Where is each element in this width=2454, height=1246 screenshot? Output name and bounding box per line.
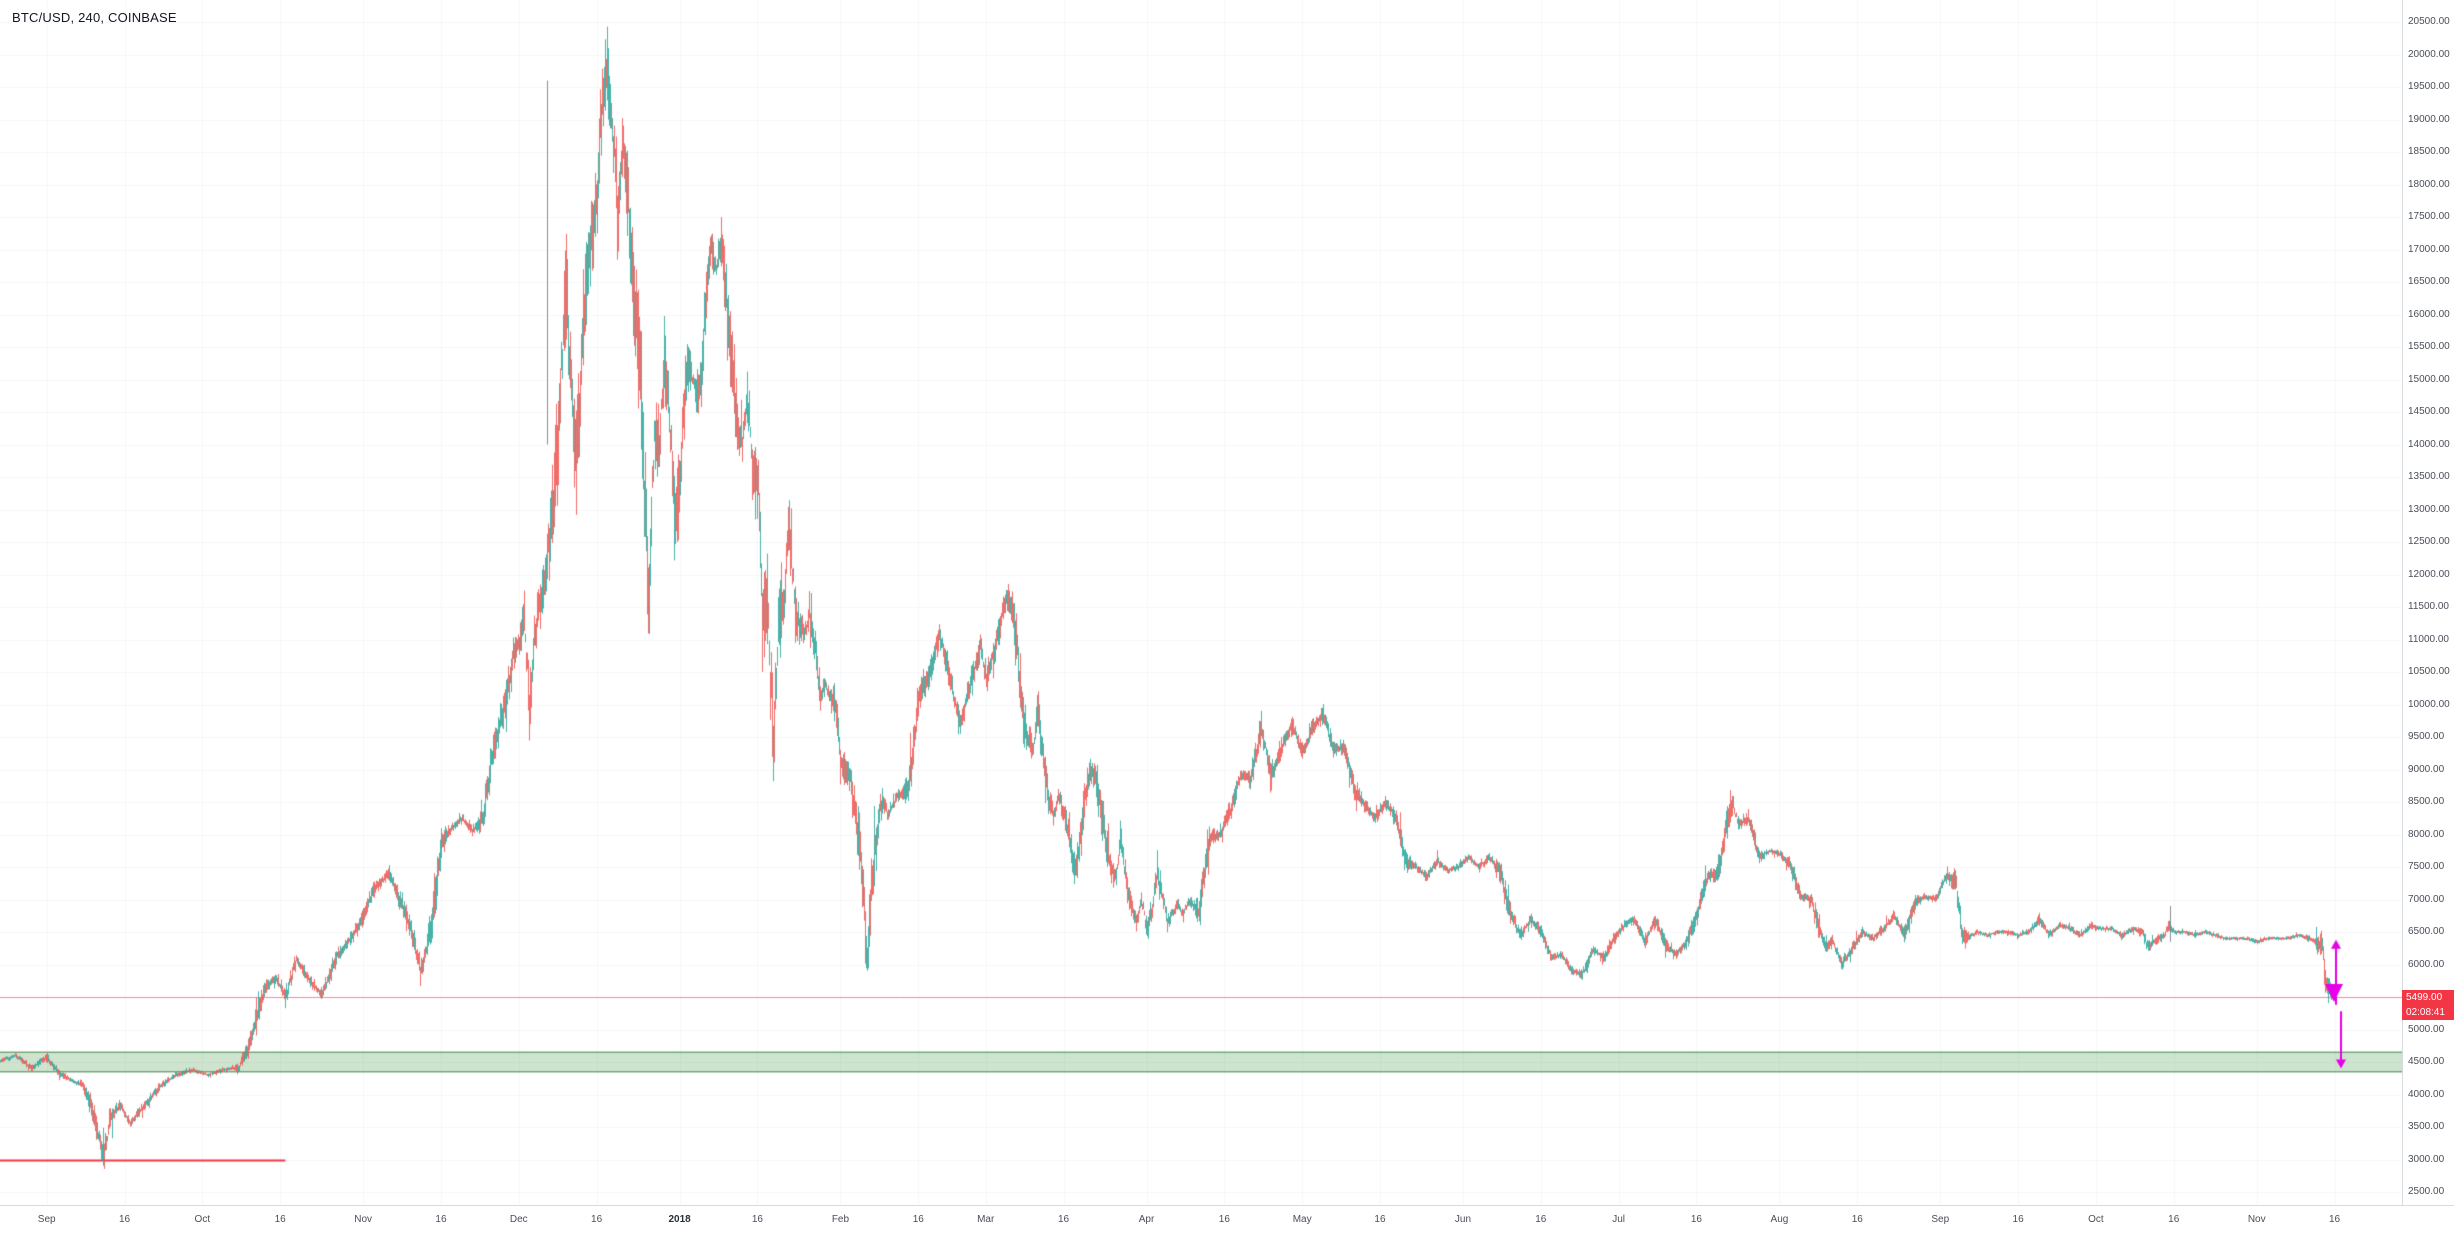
time-axis[interactable]: Sep 16 Oct 16 Nov 16 Dec 16 2018 16 Feb 16 Mar 16 Apr 1… <box>0 1205 2454 1246</box>
price-axis-label: 12500.00 <box>2408 536 2450 548</box>
time-axis-label: 2018 <box>668 1214 691 1225</box>
time-axis-label: Sep <box>1931 1214 1950 1225</box>
time-axis-label: 16 <box>1374 1214 1386 1225</box>
price-axis-label: 6000.00 <box>2408 958 2445 970</box>
time-axis-label: 16 <box>2328 1214 2341 1225</box>
time-axis-label: 16 <box>751 1214 763 1225</box>
time-axis-label: Feb <box>831 1214 850 1225</box>
price-axis-label: 7500.00 <box>2408 861 2445 873</box>
price-axis-label: 20500.00 <box>2408 16 2450 28</box>
time-axis-label: 16 <box>912 1214 924 1225</box>
time-axis-label: 16 <box>1690 1214 1702 1225</box>
time-axis-label: May <box>1292 1214 1312 1225</box>
candlestick-chart-canvas[interactable] <box>0 0 2402 1205</box>
price-axis-label: 4500.00 <box>2408 1056 2445 1067</box>
time-axis-label: 16 <box>1851 1214 1863 1225</box>
price-axis-label: 4000.00 <box>2408 1088 2445 1100</box>
price-axis-label: 13000.00 <box>2408 503 2450 515</box>
price-axis-label: 3000.00 <box>2408 1153 2445 1165</box>
time-axis-label: Oct <box>194 1214 211 1225</box>
price-axis-label: 19000.00 <box>2408 113 2450 125</box>
time-axis-label: 16 <box>1218 1214 1230 1225</box>
price-axis-label: 8000.00 <box>2408 828 2445 840</box>
time-axis-label: 16 <box>118 1214 131 1225</box>
price-axis-label: 17000.00 <box>2408 243 2450 255</box>
price-axis-label: 18000.00 <box>2408 178 2450 190</box>
time-axis-label: Sep <box>37 1214 56 1225</box>
price-axis-label: 18500.00 <box>2408 146 2450 158</box>
time-axis-label: 16 <box>2012 1214 2024 1225</box>
time-axis-label: Mar <box>977 1214 995 1225</box>
time-axis-label: Dec <box>509 1214 528 1225</box>
price-axis-label: 16500.00 <box>2408 276 2450 288</box>
price-axis-label: 9000.00 <box>2408 763 2445 775</box>
current-price-badge: 5499.00 <box>2402 990 2454 1005</box>
price-axis-label: 10500.00 <box>2408 666 2450 678</box>
time-axis-label: 16 <box>1535 1214 1547 1225</box>
price-axis-label: 7000.00 <box>2408 893 2445 905</box>
price-axis-label: 17500.00 <box>2408 211 2450 223</box>
time-axis-label: Apr <box>1138 1214 1155 1225</box>
time-axis-label: Jun <box>1454 1214 1472 1225</box>
price-axis-label: 11000.00 <box>2408 633 2449 645</box>
price-axis-label: 5000.00 <box>2408 1023 2445 1035</box>
price-axis-label: 16000.00 <box>2408 308 2450 320</box>
price-axis-label: 3500.00 <box>2408 1121 2445 1132</box>
price-axis[interactable]: 2500.00 3000.00 3500.00 4000.00 4500.00 5000.… <box>2402 0 2454 1205</box>
price-axis-label: 19500.00 <box>2408 81 2450 93</box>
price-axis-label: 2500.00 <box>2408 1186 2445 1197</box>
time-axis-label: Oct <box>2088 1214 2104 1225</box>
symbol-legend[interactable]: BTC/USD, 240, COINBASE <box>12 10 177 25</box>
price-axis-label: 15000.00 <box>2408 373 2450 385</box>
price-axis-label: 12000.00 <box>2408 568 2450 580</box>
price-axis-label: 13500.00 <box>2408 471 2450 483</box>
time-axis-label: 16 <box>591 1214 603 1225</box>
price-axis-label: 11500.00 <box>2408 601 2449 613</box>
price-axis-label: 20000.00 <box>2408 48 2450 60</box>
price-axis-label: 10000.00 <box>2408 698 2450 710</box>
price-axis-label: 9500.00 <box>2408 731 2445 743</box>
time-axis-label: 16 <box>1057 1214 1070 1225</box>
price-axis-label: 14500.00 <box>2408 406 2450 418</box>
time-axis-label: Jul <box>1612 1214 1626 1225</box>
time-axis-label: 16 <box>274 1214 286 1225</box>
time-axis-label: 16 <box>435 1214 447 1225</box>
price-axis-label: 14000.00 <box>2408 438 2450 450</box>
time-axis-label: 16 <box>2168 1214 2180 1225</box>
time-axis-label: Nov <box>354 1214 373 1225</box>
bar-countdown-badge: 02:08:41 <box>2402 1005 2454 1020</box>
time-axis-label: Aug <box>1770 1214 1789 1225</box>
time-axis-label: Nov <box>2247 1214 2266 1225</box>
price-axis-label: 15500.00 <box>2408 341 2450 353</box>
price-axis-label: 6500.00 <box>2408 926 2445 938</box>
price-axis-label: 8500.00 <box>2408 796 2445 808</box>
